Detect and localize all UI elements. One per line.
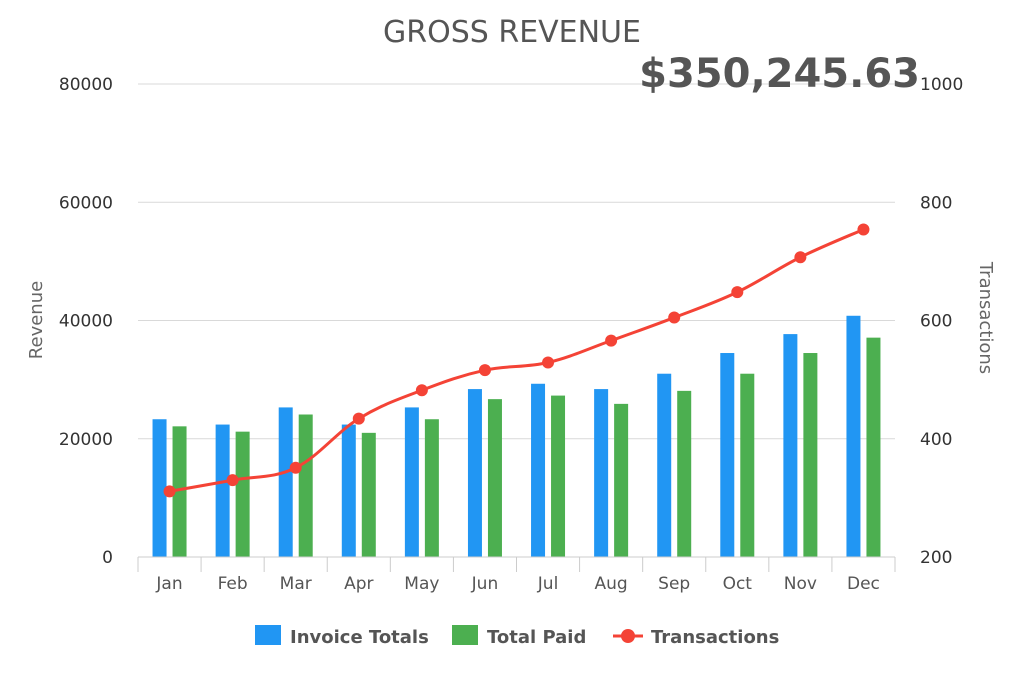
y-tick-label: 20000 [59, 430, 113, 450]
bar-total-paid [740, 373, 755, 557]
legend-label-total-paid: Total Paid [487, 627, 586, 648]
bar-invoice-totals [531, 383, 546, 557]
x-tick-label: Jan [155, 574, 182, 594]
transactions-point [794, 251, 807, 264]
legend-label-invoice-totals: Invoice Totals [290, 627, 429, 648]
y2-tick-label: 1000 [920, 75, 963, 95]
x-tick-label: Sep [658, 574, 690, 594]
y-tick-label: 0 [102, 548, 113, 568]
transactions-point [731, 286, 744, 299]
x-tick-label: Nov [784, 574, 817, 594]
transactions-point [352, 412, 365, 425]
legend-label-transactions: Transactions [651, 627, 779, 648]
transactions-point [415, 384, 428, 397]
bar-series [152, 315, 881, 557]
transactions-point [857, 223, 870, 236]
y2-tick-label: 800 [920, 193, 952, 213]
transactions-point [163, 485, 176, 498]
y2-axis-title: Transactions [975, 261, 996, 374]
bar-total-paid [803, 353, 818, 557]
bar-total-paid [298, 414, 313, 557]
legend-marker-transactions [621, 629, 635, 643]
legend-swatch-invoice-totals [255, 625, 281, 645]
legend[interactable]: Invoice Totals Total Paid Transactions [255, 625, 779, 648]
x-tick-label: Apr [344, 574, 373, 594]
y-tick-label: 60000 [59, 193, 113, 213]
bar-invoice-totals [467, 389, 482, 557]
bar-invoice-totals [278, 407, 293, 557]
line-series [163, 223, 870, 498]
x-tick-label: Oct [723, 574, 753, 594]
transactions-point [542, 356, 555, 369]
bar-total-paid [866, 337, 881, 557]
y-tick-label: 80000 [59, 75, 113, 95]
grid-lines [138, 83, 895, 440]
bar-invoice-totals [720, 353, 735, 557]
y2-tick-label: 400 [920, 430, 952, 450]
x-tick-label: Aug [595, 574, 628, 594]
legend-swatch-total-paid [452, 625, 478, 645]
x-tick-label: Mar [280, 574, 312, 594]
legend-item-total-paid[interactable]: Total Paid [452, 625, 586, 648]
bar-invoice-totals [215, 424, 230, 557]
y-tick-label: 40000 [59, 312, 113, 332]
y-axis-title: Revenue [26, 281, 47, 359]
x-tick-label: Feb [218, 574, 248, 594]
bar-invoice-totals [341, 424, 356, 557]
transactions-point [226, 474, 239, 487]
bar-invoice-totals [783, 334, 798, 557]
x-tick-label: Jun [471, 574, 499, 594]
bar-invoice-totals [846, 315, 861, 557]
bar-total-paid [172, 426, 187, 557]
bar-total-paid [614, 403, 629, 557]
bar-total-paid [677, 390, 692, 557]
bar-invoice-totals [152, 419, 167, 557]
bar-invoice-totals [657, 373, 672, 557]
transactions-point [478, 364, 491, 377]
bar-total-paid [361, 432, 376, 557]
x-tick-label: May [404, 574, 439, 594]
total-revenue-value: $350,245.63 [639, 51, 920, 97]
transactions-point [668, 311, 681, 324]
bar-invoice-totals [594, 389, 609, 557]
legend-item-invoice-totals[interactable]: Invoice Totals [255, 625, 429, 648]
x-tick-label: Jul [537, 574, 559, 594]
bar-total-paid [551, 395, 566, 557]
bar-total-paid [235, 431, 250, 557]
transactions-point [289, 461, 302, 474]
transactions-point [605, 334, 618, 347]
transactions-line [169, 228, 865, 493]
bar-invoice-totals [404, 407, 419, 557]
y2-tick-label: 600 [920, 312, 952, 332]
bar-total-paid [424, 419, 439, 557]
axes: 0 20000 40000 60000 80000 200 400 600 800 1000 Jan… [59, 75, 963, 594]
x-tick-label: Dec [847, 574, 880, 594]
y2-tick-label: 200 [920, 548, 952, 568]
bar-total-paid [487, 399, 502, 557]
chart-title: GROSS REVENUE [383, 15, 641, 50]
legend-item-transactions[interactable]: Transactions [613, 627, 779, 648]
